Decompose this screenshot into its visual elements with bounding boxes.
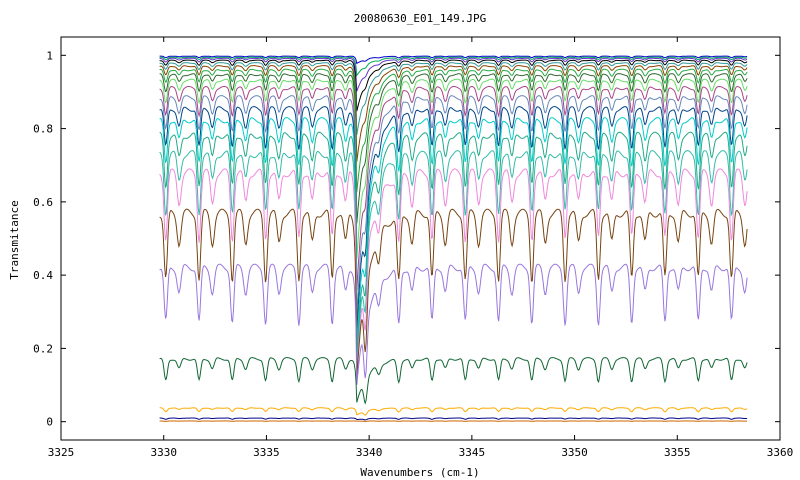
- series-line-10: [159, 85, 748, 291]
- y-tick-label: 0.4: [33, 269, 53, 282]
- y-tick-label: 0: [46, 416, 53, 429]
- series-line-22: [159, 420, 748, 422]
- y-tick-label: 1: [46, 49, 53, 62]
- x-tick-label: 3335: [253, 446, 280, 459]
- x-tick-label: 3360: [767, 446, 794, 459]
- y-tick-label: 0.8: [33, 123, 53, 136]
- series-line-16: [159, 168, 748, 379]
- series-line-2: [159, 56, 748, 77]
- series-line-5: [159, 62, 748, 135]
- chart-title: 20080630_E01_149.JPG: [354, 12, 486, 25]
- plot-frame: [60, 36, 781, 441]
- series-group: [159, 55, 748, 422]
- x-tick-label: 3345: [459, 446, 486, 459]
- y-axis-label: Transmitance: [8, 200, 21, 279]
- x-axis: 3325 3330 3335 3340 3345 3350 3355 3360: [48, 37, 794, 459]
- series-line-11: [159, 95, 748, 317]
- x-tick-label: 3330: [150, 446, 177, 459]
- series-line-3: [159, 57, 748, 92]
- x-tick-label: 3355: [664, 446, 691, 459]
- series-line-18: [159, 263, 748, 385]
- series-line-20: [159, 407, 748, 416]
- series-line-9: [159, 78, 748, 259]
- y-tick-label: 0.6: [33, 196, 53, 209]
- y-tick-label: 0.2: [33, 342, 53, 355]
- x-tick-label: 3350: [561, 446, 588, 459]
- series-line-15: [159, 150, 748, 367]
- series-line-13: [159, 117, 748, 349]
- series-line-14: [159, 131, 748, 359]
- series-line-1: [159, 55, 748, 65]
- series-line-8: [159, 73, 748, 224]
- series-line-4: [159, 59, 748, 112]
- series-line-17: [159, 208, 748, 378]
- x-tick-label: 3325: [48, 446, 75, 459]
- x-axis-label: Wavenumbers (cm-1): [360, 466, 479, 479]
- x-tick-label: 3340: [356, 446, 383, 459]
- y-axis: 0 0.2 0.4 0.6 0.8 1: [33, 49, 780, 429]
- series-line-21: [159, 417, 748, 421]
- series-line-19: [159, 357, 748, 405]
- series-line-7: [159, 68, 748, 193]
- series-line-12: [159, 106, 748, 335]
- series-line-6: [159, 65, 748, 162]
